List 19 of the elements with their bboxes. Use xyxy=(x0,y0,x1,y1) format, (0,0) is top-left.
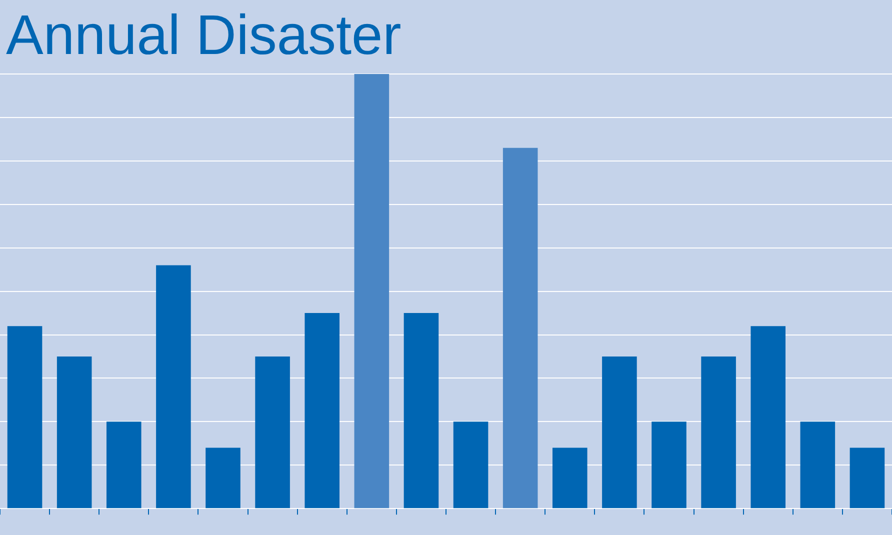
bar xyxy=(750,326,786,508)
bar xyxy=(850,448,885,508)
bar xyxy=(701,356,736,508)
bar xyxy=(7,326,42,508)
bar xyxy=(552,448,588,508)
bar xyxy=(56,356,92,508)
bar xyxy=(156,265,191,508)
chart-title: Annual Disaster xyxy=(5,2,402,68)
bar xyxy=(206,448,240,508)
bar xyxy=(106,422,142,508)
bar xyxy=(602,356,637,508)
bar xyxy=(502,148,538,508)
bar xyxy=(404,313,439,508)
bar xyxy=(652,422,686,508)
bar xyxy=(304,313,340,508)
bar xyxy=(354,74,390,508)
bar xyxy=(453,422,488,508)
bar xyxy=(255,356,290,508)
bar xyxy=(800,422,836,508)
